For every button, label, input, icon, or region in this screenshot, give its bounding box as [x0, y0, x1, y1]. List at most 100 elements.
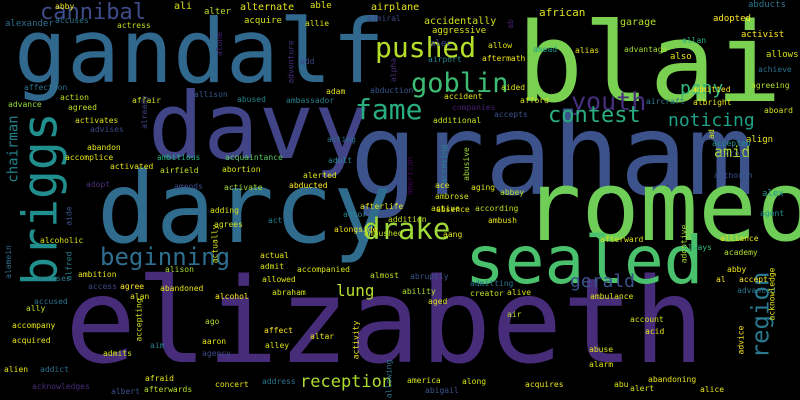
word-beginning: beginning	[100, 243, 231, 271]
word-advantage: advantage	[624, 45, 668, 54]
word-abandoning: abandoning	[648, 375, 697, 384]
word-activated: activated	[110, 162, 154, 171]
word-admitting: admitting	[470, 279, 514, 288]
word-alive: alive	[507, 288, 532, 297]
word-across: across	[720, 149, 749, 158]
word-acid: acid	[645, 327, 665, 336]
word-actress: actress	[117, 21, 151, 30]
word-drake: drake	[363, 212, 451, 246]
word-able: able	[310, 1, 332, 11]
word-affection: affection	[24, 83, 68, 92]
word-afterlife: afterlife	[360, 202, 404, 211]
word-addition: addition	[388, 215, 427, 224]
word-adding: adding	[210, 206, 239, 215]
word-abusive: abusive	[461, 147, 471, 181]
word-america: america	[407, 376, 441, 385]
word-add: add	[300, 57, 315, 66]
word-accomplice: accomplice	[65, 153, 114, 162]
word-aaron: aaron	[202, 337, 227, 346]
word-blair: blair	[517, 0, 800, 127]
word-agreed: agreed	[68, 103, 97, 112]
word-allie: allie	[305, 19, 330, 28]
word-accident: accident	[444, 92, 483, 101]
word-afterwards: afterwards	[144, 385, 193, 394]
word-amid: amid	[714, 143, 751, 161]
word-admiral: admiral	[367, 14, 401, 23]
word-abducted: abducted	[289, 181, 328, 190]
word-allowed: allowed	[262, 275, 296, 284]
word-advance: advance	[8, 100, 42, 109]
word-aftermath: aftermath	[482, 54, 526, 63]
word-agency: agency	[202, 349, 231, 358]
word-airport: airport	[428, 55, 462, 64]
word-accidentally: accidentally	[424, 16, 497, 27]
word-accused: accused	[34, 297, 68, 306]
word-acting: acting	[327, 135, 356, 144]
word-ago: ago	[205, 317, 220, 326]
word-abbey: abbey	[500, 188, 525, 197]
word-elizabeth: elizabeth	[65, 252, 705, 390]
word-acquires: acquires	[525, 380, 564, 389]
word-act: act	[268, 216, 283, 225]
word-allow: allow	[488, 41, 513, 50]
word-admits: admits	[103, 349, 132, 358]
word-acknowledge: acknowledge	[767, 267, 777, 321]
word-already: already	[139, 95, 149, 129]
word-absence: absence	[436, 205, 470, 214]
word-addict: addict	[40, 365, 69, 374]
word-ali: ali	[174, 1, 193, 12]
word-abduction: abduction	[370, 86, 414, 95]
word-garage: garage	[620, 17, 657, 28]
word-amends: amends	[174, 182, 203, 191]
word-albright: albright	[693, 98, 732, 107]
word-adopted: adopted	[713, 14, 751, 24]
word-accuses-2: accuses	[37, 274, 71, 283]
word-chairman: chairman	[5, 115, 22, 183]
word-accepted: accepted	[712, 139, 751, 148]
word-alongside: alongside	[334, 225, 378, 234]
word-account: account	[630, 315, 664, 324]
word-activist: activist	[741, 30, 785, 40]
word-abruptly: abruptly	[410, 272, 449, 281]
word-afterward: afterward	[600, 235, 644, 244]
word-adopt: adopt	[86, 180, 111, 189]
word-admitted: admitted	[692, 85, 731, 94]
word-airplane: airplane	[371, 2, 420, 13]
word-creator: creator	[470, 289, 504, 298]
word-altar: altar	[310, 332, 335, 341]
word-abraham: abraham	[272, 288, 306, 297]
word-acquaintance: acquaintance	[225, 153, 283, 162]
word-allowing: allowing	[384, 359, 394, 399]
word-contest: contest	[548, 103, 641, 128]
word-gandalf: gandalf	[14, 0, 385, 103]
word-activates: activates	[75, 116, 119, 125]
word-aged: aged	[428, 297, 448, 306]
word-concert: concert	[215, 380, 249, 389]
word-ambush: ambush	[488, 216, 517, 225]
word-alexander: alexander	[5, 19, 54, 29]
word-aging: aging	[471, 183, 496, 192]
word-romeo: romeo	[523, 150, 800, 263]
word-companies: companies	[452, 103, 496, 112]
word-agent: agent	[760, 209, 785, 218]
word-alamein: alamein	[3, 245, 13, 279]
word-actually: actually	[210, 224, 220, 264]
word-afraid: afraid	[145, 374, 174, 383]
word-alcohol: alcohol	[215, 292, 249, 301]
word-along: along	[462, 377, 487, 386]
word-ambassador: ambassador	[286, 96, 335, 105]
word-fame: fame	[355, 93, 423, 126]
word-ahead: ahead	[533, 45, 558, 54]
word-almost: almost	[370, 271, 399, 280]
word-alison: alison	[165, 265, 194, 274]
word-activate: activate	[224, 183, 263, 192]
word-abuse: abuse	[589, 345, 614, 354]
word-gerald: gerald	[570, 271, 636, 292]
word-alien: alien	[4, 365, 29, 374]
word-darcy: darcy	[97, 152, 393, 266]
word-accepts: accepts	[494, 110, 528, 119]
word-ambrose: ambrose	[435, 192, 469, 201]
word-acquire: acquire	[244, 16, 282, 26]
word-alliance: alliance	[720, 234, 759, 243]
